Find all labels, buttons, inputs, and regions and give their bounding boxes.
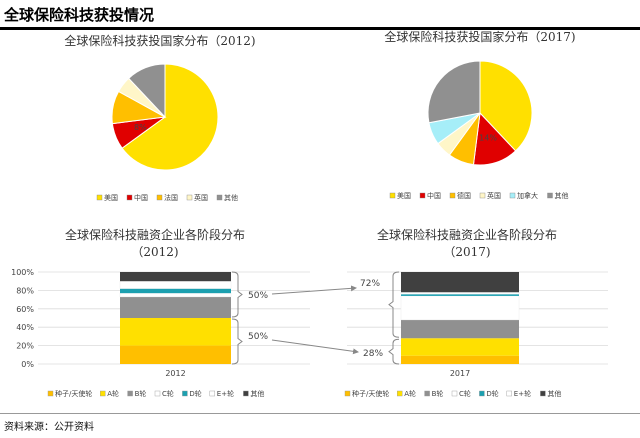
pie0-slice-label-1: 8% [134,123,147,132]
bar2-legend-swatch-5 [209,390,216,397]
pie0-legend-swatch-1 [126,194,133,201]
pie1-legend-swatch-0 [389,192,396,199]
pie0-slice-4 [128,63,166,119]
pie1-slice-0 [479,60,533,152]
bar3-legend-label-4: D轮 [486,389,498,398]
pie1-legend-label-5: 其他 [555,191,569,200]
bar2-legend-swatch-3 [154,390,161,397]
pie1-legend-swatch-1 [419,192,426,199]
bar2-ytick-3: 60% [16,305,34,314]
bar3-legend-swatch-0 [344,390,351,397]
pie1-legend-swatch-5 [547,192,553,199]
pie1-legend-swatch-3 [479,192,486,199]
pie0-legend-label-0: 美国 [104,193,118,202]
pie0-legend-swatch-4 [216,194,223,201]
bar3-bracket-lower [388,338,400,365]
bar3-segment-2 [401,319,519,339]
bar2-segment-0 [120,345,231,364]
bar2-ytick-1: 20% [16,342,34,351]
bar2-bracket-upper [231,271,243,318]
bar3-legend-label-0: 种子/天使轮 [352,389,389,398]
pie1-slice-label-1: 14% [479,134,497,143]
pie0-legend-label-3: 英国 [194,193,208,202]
bar2-ytick-4: 80% [16,286,34,295]
pie1-legend-label-4: 加拿大 [517,191,538,200]
bar2-ytick-0: 0% [21,360,34,369]
bar3-segment-4 [401,294,519,296]
bar-2012-title-line2: （2012) [131,245,179,259]
pie0-slice-0 [121,63,219,171]
bar3-segment-5 [400,291,520,295]
bar2-legend-label-6: 其他 [250,389,264,398]
pie1-legend-swatch-2 [449,192,456,199]
bar3-legend-swatch-6 [540,390,546,397]
pie0-legend-label-2: 法国 [164,193,178,202]
bar2-legend-label-2: B轮 [135,389,147,398]
connector-arrow-upper [271,285,357,295]
bar3-legend-swatch-3 [451,390,458,397]
bar3-category-label: 2017 [450,369,470,378]
pie0-legend-swatch-2 [156,194,163,201]
bar2-annotation-lower: 50% [248,332,268,342]
pie1-slice-5 [427,60,481,124]
bar3-segment-3 [400,295,520,321]
pie-2017-title: 全球保险科技获投国家分布（2017) [384,30,576,44]
bar2-ytick-2: 40% [16,323,34,332]
pie1-legend-label-2: 德国 [457,191,471,200]
bar3-legend-swatch-5 [506,390,512,397]
bar2-segment-4 [120,288,231,294]
bar2-legend-swatch-1 [99,390,106,397]
pie1-legend-label-1: 中国 [427,191,441,200]
pie1-legend-label-0: 美国 [397,191,411,200]
bar2-legend-swatch-0 [47,390,54,397]
bar2-legend-swatch-2 [127,390,133,397]
pie0-legend-label-1: 中国 [134,193,148,202]
pie0-legend-swatch-0 [96,194,103,201]
bar2-segment-6 [120,272,231,282]
bar2-legend-label-4: D轮 [189,389,201,398]
bar2-ytick-5: 100% [11,268,34,277]
source-note: 资料来源：公开资料 [4,422,94,433]
footer-rule [0,413,640,414]
bar2-annotation-upper: 50% [248,291,268,301]
bar3-segment-6 [401,272,519,293]
bar2-category-label: 2012 [165,369,185,378]
bar2-segment-2 [120,296,231,318]
bar-2012-title-line1: 全球保险科技融资企业各阶段分布 [64,228,245,242]
bar-2017-title-line2: （2017) [443,245,491,259]
connector-arrow-lower [271,339,359,355]
bar3-legend-label-3: C轮 [459,389,471,398]
bar3-legend-label-6: 其他 [547,389,561,398]
pie0-legend-swatch-3 [186,194,193,201]
bar3-legend-swatch-4 [479,390,485,397]
page-title: 全球保险科技获投情况 [4,6,155,24]
title-rule [0,27,640,30]
bar3-legend-swatch-1 [397,390,403,397]
bar2-bracket-lower [231,318,243,365]
bar3-legend-label-2: B轮 [432,389,444,398]
bar3-segment-0 [401,355,519,364]
bar2-segment-5 [119,280,232,289]
bar3-legend-label-1: A轮 [404,389,416,398]
bar3-annotation-upper: 72% [360,279,380,289]
pie1-legend-label-3: 英国 [487,191,501,200]
bar3-annotation-lower: 28% [363,349,383,359]
pie-2012-title: 全球保险科技获投国家分布（2012) [64,34,256,48]
bar2-legend-label-1: A轮 [107,389,119,398]
bar-2017-title-line1: 全球保险科技融资企业各阶段分布 [376,228,557,242]
bar3-legend-label-5: E+轮 [514,389,531,398]
bar3-legend-swatch-2 [424,390,430,397]
bar2-legend-label-5: E+轮 [217,389,234,398]
bar3-bracket-upper [388,271,400,338]
bar2-legend-swatch-6 [243,390,249,397]
bar3-segment-1 [401,338,519,356]
bar2-segment-1 [120,318,231,346]
pie0-legend-label-4: 其他 [224,193,238,202]
bar2-legend-swatch-4 [182,390,188,397]
bar2-legend-label-3: C轮 [162,389,174,398]
bar2-segment-3 [119,292,232,298]
pie1-legend-swatch-4 [509,192,516,199]
bar2-legend-label-0: 种子/天使轮 [55,389,92,398]
